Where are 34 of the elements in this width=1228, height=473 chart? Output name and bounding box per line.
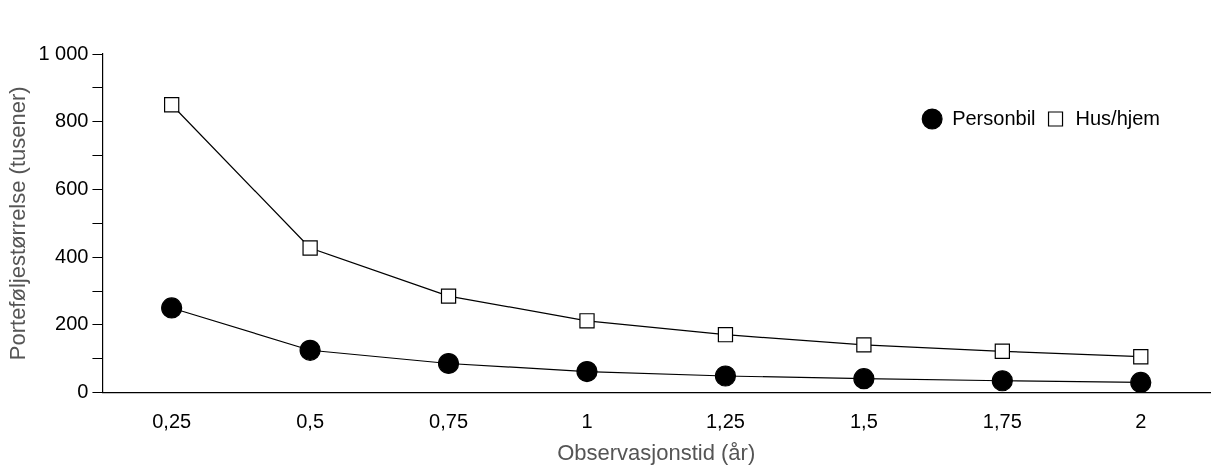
point (437, 352, 460, 375)
point (579, 313, 595, 329)
x-tick-label: 2 (1135, 410, 1147, 433)
legend-label: Hus/hjem (1075, 106, 1161, 129)
point (164, 97, 180, 113)
x-tick-label: 0,25 (152, 410, 192, 433)
x-tick-label: 0,75 (429, 410, 469, 433)
point (440, 288, 457, 304)
point (302, 240, 318, 256)
y-tick-label: 800 (55, 109, 89, 132)
point (1130, 371, 1152, 393)
x-tick-label: 0,5 (296, 410, 325, 433)
y-tick-label: 0 (77, 380, 89, 403)
y-tick-label: 400 (55, 244, 89, 267)
y-tick-label: 600 (55, 176, 89, 199)
point (717, 327, 734, 343)
y-tick-label: 1 000 (38, 41, 89, 64)
x-tick-label: 1 (581, 410, 593, 433)
x-tick-label: 1,75 (982, 410, 1022, 433)
y-axis-title: Porteføljestørrelse (tusener) (5, 86, 31, 361)
y-tick-label: 200 (55, 312, 89, 335)
legend-label: Personbil (952, 106, 1036, 129)
point (1133, 349, 1149, 365)
point (714, 365, 737, 387)
point (991, 370, 1013, 392)
point (994, 343, 1011, 359)
point (161, 297, 183, 319)
point (299, 339, 321, 361)
point (856, 337, 872, 353)
x-axis-title: Observasjonstid (år) (557, 439, 756, 465)
point (853, 368, 875, 390)
x-tick-label: 1,25 (705, 410, 745, 433)
point (576, 361, 598, 383)
x-tick-label: 1,5 (849, 410, 878, 433)
